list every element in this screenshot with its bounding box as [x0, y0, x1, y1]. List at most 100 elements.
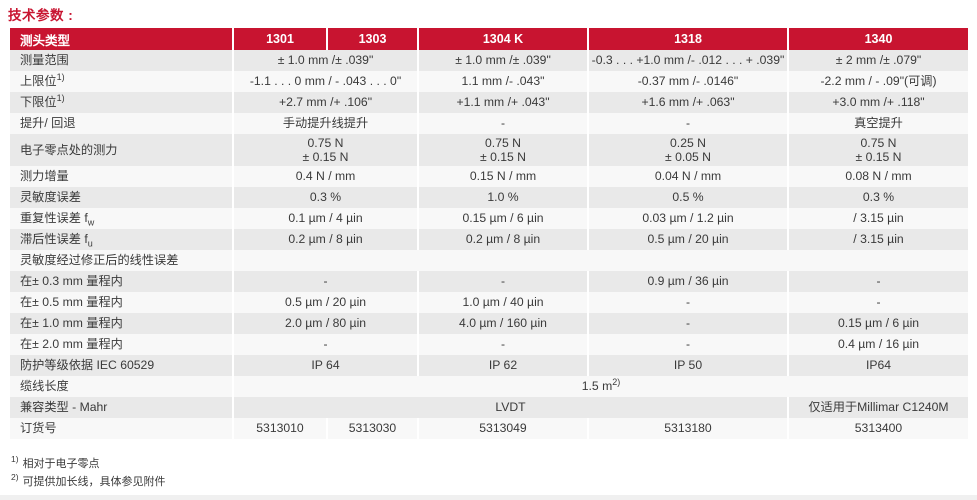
row-label: 测量范围 [10, 50, 233, 71]
cell-1301-1303: 0.4 N / mm [232, 166, 418, 187]
row-label: 灵敏度经过修正后的线性误差 [10, 250, 233, 271]
cell-1340: +3.0 mm /+ .118" [787, 92, 968, 113]
cell-1301-1303: 0.2 µm / 8 µin [232, 229, 418, 250]
cell-1301-1303: +2.7 mm /+ .106" [232, 92, 418, 113]
cell-1304k: - [417, 113, 588, 134]
row-label: 重复性误差 fw [10, 208, 233, 229]
row-label: 缆线长度 [10, 376, 233, 397]
footnote-marker: 2) [612, 376, 621, 387]
table-row-compatibility: 兼容类型 - Mahr LVDT 仅适用于Millimar C1240M [10, 397, 968, 418]
cell-1301-1303: 0.3 % [232, 187, 418, 208]
cell-1318: 0.5 µm / 20 µin [587, 229, 788, 250]
table-row-linearity-heading: 灵敏度经过修正后的线性误差 [10, 250, 968, 271]
cell-1304k: 5313049 [417, 418, 588, 439]
cell-1301-1303: 0.75 N ± 0.15 N [232, 134, 418, 166]
table-row-lower-limit: 下限位1) +2.7 mm /+ .106" +1.1 mm /+ .043" … [10, 92, 968, 113]
table-row-range-2-0: 在± 2.0 mm 量程内 - - - 0.4 µm / 16 µin [10, 334, 968, 355]
cell-1318: - [587, 292, 788, 313]
cell-1301-1303: 0.5 µm / 20 µin [232, 292, 418, 313]
cell-1301-1303: 2.0 µm / 80 µin [232, 313, 418, 334]
cell-1318: -0.37 mm /- .0146" [587, 71, 788, 92]
cell-1304k: - [417, 334, 588, 355]
section-title: 技术参数 : [8, 8, 74, 23]
cell-1318: -0.3 . . . +1.0 mm /- .012 . . . + .039" [587, 50, 788, 71]
cell-1340: / 3.15 µin [787, 208, 968, 229]
cell-1318: - [587, 334, 788, 355]
cell-1318: 0.25 N ± 0.05 N [587, 134, 788, 166]
cell-empty [232, 250, 968, 271]
cell-1340: - [787, 292, 968, 313]
cell-1301-1303: - [232, 271, 418, 292]
cell-1318: IP 50 [587, 355, 788, 376]
cell-1318: 5313180 [587, 418, 788, 439]
cell-1304k: 0.15 µm / 6 µin [417, 208, 588, 229]
table-header-row: 测头类型 1301 1303 1304 K 1318 1340 [10, 28, 968, 50]
footnotes: 1) 相对于电子零点 2) 可提供加长线，具体参见附件 [11, 455, 166, 491]
cell-1340: 0.3 % [787, 187, 968, 208]
cell-1340: - [787, 271, 968, 292]
header-model-1304k: 1304 K [417, 28, 588, 50]
cell-all-models: 1.5 m2) [232, 376, 968, 397]
row-label: 在± 2.0 mm 量程内 [10, 334, 233, 355]
row-label: 提升/ 回退 [10, 113, 233, 134]
row-label: 电子零点处的测力 [10, 134, 233, 166]
cell-1340: 5313400 [787, 418, 968, 439]
cell-1318: +1.6 mm /+ .063" [587, 92, 788, 113]
cell-1301-1303: 手动提升线提升 [232, 113, 418, 134]
cell-1303: 5313030 [326, 418, 418, 439]
cell-1301-1303: ± 1.0 mm /± .039" [232, 50, 418, 71]
header-model-1318: 1318 [587, 28, 788, 50]
table-row-sensitivity-error: 灵敏度误差 0.3 % 1.0 % 0.5 % 0.3 % [10, 187, 968, 208]
table-row-hysteresis-error: 滞后性误差 fu 0.2 µm / 8 µin 0.2 µm / 8 µin 0… [10, 229, 968, 250]
footnote-marker: 1) [56, 92, 65, 103]
table-row-measuring-range: 测量范围 ± 1.0 mm /± .039" ± 1.0 mm /± .039"… [10, 50, 968, 71]
cell-1301: 5313010 [232, 418, 327, 439]
header-model-1340: 1340 [787, 28, 968, 50]
row-label: 在± 1.0 mm 量程内 [10, 313, 233, 334]
cell-1301-1303: IP 64 [232, 355, 418, 376]
cell-1304k: - [417, 271, 588, 292]
table-row-range-0-5: 在± 0.5 mm 量程内 0.5 µm / 20 µin 1.0 µm / 4… [10, 292, 968, 313]
table-row-range-0-3: 在± 0.3 mm 量程内 - - 0.9 µm / 36 µin - [10, 271, 968, 292]
footnote-1: 1) 相对于电子零点 [11, 454, 100, 470]
row-label: 滞后性误差 fu [10, 229, 233, 250]
table-row-lifting-retraction: 提升/ 回退 手动提升线提升 - - 真空提升 [10, 113, 968, 134]
spec-table: 测头类型 1301 1303 1304 K 1318 1340 测量范围 ± 1… [10, 28, 968, 439]
cell-1340: ± 2 mm /± .079" [787, 50, 968, 71]
cell-1304k: 1.1 mm /- .043" [417, 71, 588, 92]
cell-1318: 0.9 µm / 36 µin [587, 271, 788, 292]
cell-1340: 0.75 N ± 0.15 N [787, 134, 968, 166]
row-label: 订货号 [10, 418, 233, 439]
table-row-repeatability-error: 重复性误差 fw 0.1 µm / 4 µin 0.15 µm / 6 µin … [10, 208, 968, 229]
header-model-1301: 1301 [232, 28, 327, 50]
cell-1340: 0.08 N / mm [787, 166, 968, 187]
cell-1340: -2.2 mm / - .09"(可调) [787, 71, 968, 92]
cell-1301-1303: 0.1 µm / 4 µin [232, 208, 418, 229]
cell-1340: 真空提升 [787, 113, 968, 134]
cell-1304k: 4.0 µm / 160 µin [417, 313, 588, 334]
cell-1340: 0.4 µm / 16 µin [787, 334, 968, 355]
cell-1340: 0.15 µm / 6 µin [787, 313, 968, 334]
cell-1304k: ± 1.0 mm /± .039" [417, 50, 588, 71]
cell-1304k: +1.1 mm /+ .043" [417, 92, 588, 113]
cell-1318: 0.5 % [587, 187, 788, 208]
cell-1318: - [587, 313, 788, 334]
row-label: 上限位1) [10, 71, 233, 92]
row-label: 在± 0.3 mm 量程内 [10, 271, 233, 292]
cell-1301-1303: - [232, 334, 418, 355]
table-row-upper-limit: 上限位1) -1.1 . . . 0 mm / - .043 . . . 0" … [10, 71, 968, 92]
cell-1318: - [587, 113, 788, 134]
row-label: 兼容类型 - Mahr [10, 397, 233, 418]
cell-1318: 0.04 N / mm [587, 166, 788, 187]
table-row-cable-length: 缆线长度 1.5 m2) [10, 376, 968, 397]
cell-1340: 仅适用于Millimar C1240M [787, 397, 968, 418]
cell-1301-1318: LVDT [232, 397, 788, 418]
cell-1304k: 0.75 N ± 0.15 N [417, 134, 588, 166]
footnote-marker: 1) [56, 71, 65, 82]
cell-1304k: 0.2 µm / 8 µin [417, 229, 588, 250]
row-label: 在± 0.5 mm 量程内 [10, 292, 233, 313]
cell-1304k: 1.0 % [417, 187, 588, 208]
cell-1304k: IP 62 [417, 355, 588, 376]
cell-1304k: 1.0 µm / 40 µin [417, 292, 588, 313]
row-label: 灵敏度误差 [10, 187, 233, 208]
